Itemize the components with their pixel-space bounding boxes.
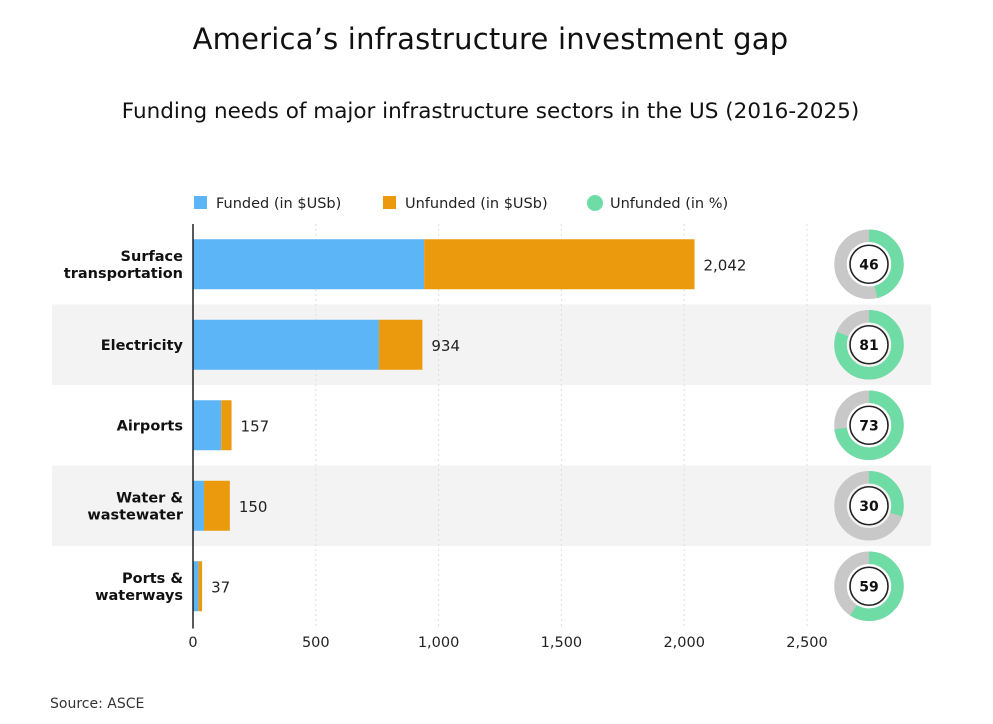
x-tick-label: 2,500	[786, 635, 828, 651]
bar-unfunded	[378, 319, 423, 370]
x-tick-label: 1,000	[418, 635, 460, 651]
legend-label: Funded (in $USb)	[216, 196, 341, 212]
value-label: 150	[239, 498, 268, 516]
donut: 81	[834, 310, 904, 380]
donut-label: 81	[859, 338, 878, 354]
donut: 59	[834, 551, 904, 621]
donut-label: 59	[859, 579, 878, 595]
donut-fill	[834, 471, 904, 541]
value-label: 2,042	[704, 256, 747, 274]
donut-fill	[834, 310, 904, 380]
bar-unfunded	[221, 400, 232, 451]
bar-funded	[193, 561, 199, 612]
donut: 30	[834, 471, 904, 541]
donut: 46	[834, 229, 904, 299]
donut-fill	[834, 229, 904, 299]
row-bands	[52, 304, 931, 546]
legend: Funded (in $USb) Unfunded (in $USb) Unfund…	[194, 195, 728, 212]
row-band	[52, 465, 931, 546]
bar-unfunded	[198, 561, 203, 612]
value-label: 37	[211, 578, 230, 596]
unfunded-percent-donuts: 46 81 73 30 59	[834, 229, 904, 621]
chart-title: America’s infrastructure investment gap	[192, 22, 789, 56]
x-tick-label: 500	[302, 635, 330, 651]
value-label: 157	[241, 417, 270, 435]
legend-swatch-circle	[587, 195, 603, 211]
value-labels: 2,042 934 157 150 37	[211, 256, 746, 596]
donut: 73	[834, 390, 904, 460]
bar-funded	[193, 480, 205, 531]
x-axis: 0 500 1,000 1,500 2,000 2,500	[188, 224, 828, 651]
category-label: waterways	[95, 588, 183, 604]
value-label: 934	[431, 337, 460, 355]
category-label: Water &	[116, 490, 183, 506]
donut-center	[849, 244, 889, 285]
x-tick-label: 2,000	[663, 635, 705, 651]
donut-label: 46	[859, 257, 878, 273]
donut-center	[849, 566, 889, 607]
row-band	[52, 304, 931, 385]
category-label: Surface	[121, 249, 184, 265]
bar-unfunded	[424, 239, 695, 290]
legend-label: Unfunded (in $USb)	[405, 196, 548, 212]
legend-label: Unfunded (in %)	[610, 196, 728, 212]
donut-center	[849, 405, 889, 446]
category-label: Airports	[117, 418, 183, 434]
bar-funded	[193, 400, 222, 451]
donut-center	[849, 324, 889, 365]
donut-center	[849, 485, 889, 526]
donut-label: 73	[859, 418, 878, 434]
donut-label: 30	[859, 499, 879, 515]
legend-swatch	[383, 196, 396, 209]
bars	[193, 239, 695, 612]
source-note: Source: ASCE	[50, 696, 145, 712]
bar-unfunded	[204, 480, 230, 531]
category-label: wastewater	[87, 507, 184, 523]
donut-fill	[834, 390, 904, 460]
bar-funded	[193, 239, 425, 290]
category-label: Electricity	[101, 338, 184, 354]
gridlines	[315, 224, 808, 627]
x-tick-label: 1,500	[541, 635, 583, 651]
category-label: Ports &	[122, 571, 183, 587]
donut-fill	[834, 551, 904, 621]
legend-swatch	[194, 196, 207, 209]
bar-funded	[193, 319, 379, 370]
category-label: transportation	[64, 266, 183, 282]
chart-subtitle: Funding needs of major infrastructure se…	[121, 99, 860, 124]
x-tick-label: 0	[188, 635, 197, 651]
